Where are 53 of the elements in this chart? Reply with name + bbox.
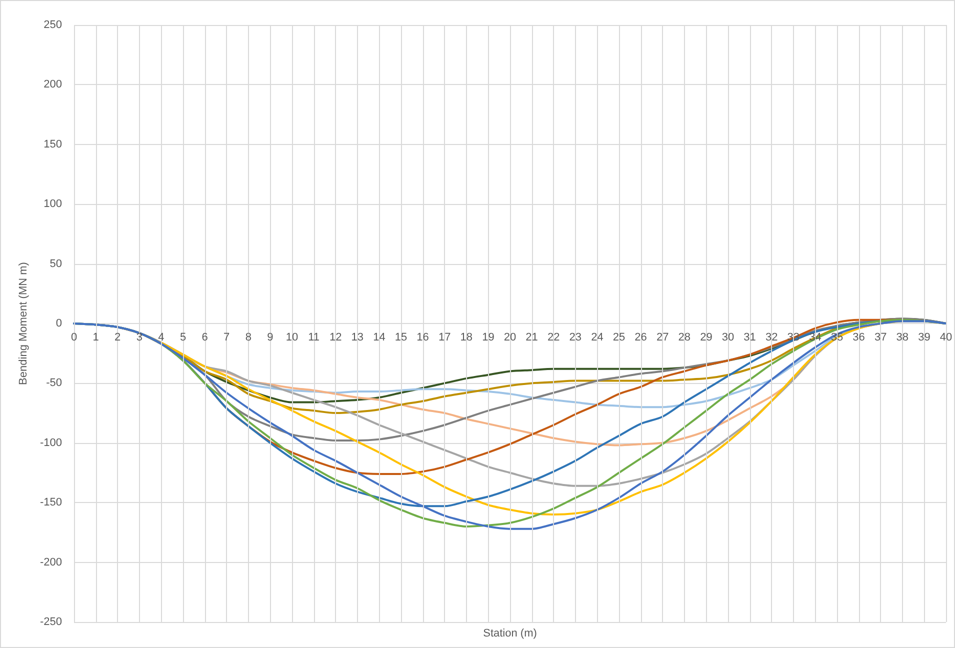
x-tick-label: 32 — [765, 332, 778, 344]
x-tick-label: 24 — [591, 332, 604, 344]
y-tick-label: 150 — [44, 138, 62, 150]
y-tick-label: 0 — [56, 318, 62, 330]
y-tick-label: 50 — [50, 258, 62, 270]
x-tick-label: 31 — [744, 332, 756, 344]
x-axis-title: Station (m) — [483, 627, 537, 640]
x-tick-label: 21 — [526, 332, 538, 344]
y-tick-label: 250 — [44, 19, 62, 31]
x-tick-label: 37 — [874, 332, 887, 344]
y-tick-label: -50 — [46, 377, 62, 390]
x-tick-label: 7 — [224, 332, 230, 344]
y-tick-label: -250 — [40, 616, 62, 628]
x-tick-label: 5 — [180, 332, 186, 344]
y-tick-label: 100 — [44, 198, 62, 210]
x-tick-label: 25 — [612, 332, 626, 344]
x-tick-label: 4 — [158, 332, 164, 344]
x-tick-label: 10 — [286, 332, 298, 344]
x-tick-label: 20 — [504, 332, 516, 344]
y-tick-label: 200 — [44, 78, 62, 91]
x-tick-label: 9 — [267, 332, 274, 344]
x-tick-label: 17 — [438, 332, 451, 344]
x-tick-label: 18 — [460, 332, 473, 344]
x-tick-label: 11 — [308, 332, 320, 344]
x-tick-label: 26 — [634, 332, 647, 344]
x-tick-label: 2 — [114, 332, 121, 344]
x-tick-label: 8 — [245, 332, 252, 344]
x-tick-label: 19 — [482, 332, 494, 344]
x-tick-label: 3 — [136, 332, 142, 344]
x-tick-label: 12 — [329, 332, 342, 344]
x-tick-label: 39 — [918, 332, 930, 344]
y-axis-title: Bending Moment (MN m) — [18, 262, 30, 385]
y-tick-label: -150 — [40, 496, 62, 509]
x-tick-label: 30 — [722, 332, 734, 344]
x-tick-label: 28 — [678, 332, 691, 344]
x-tick-label: 15 — [394, 332, 408, 344]
x-tick-label: 40 — [940, 332, 952, 344]
x-tick-label: 14 — [373, 332, 386, 344]
x-tick-label: 1 — [92, 332, 99, 344]
x-tick-label: 38 — [896, 332, 909, 344]
y-tick-label: -200 — [40, 556, 62, 568]
x-tick-label: 29 — [700, 332, 712, 344]
x-tick-label: 35 — [830, 332, 844, 344]
x-tick-label: 16 — [416, 332, 429, 344]
x-tick-label: 6 — [202, 332, 208, 344]
x-tick-label: 36 — [852, 332, 865, 344]
x-tick-label: 27 — [656, 332, 669, 344]
x-tick-label: 33 — [787, 332, 800, 344]
x-tick-label: 13 — [351, 332, 364, 344]
y-tick-label: -100 — [40, 436, 62, 449]
x-tick-label: 0 — [70, 332, 78, 344]
x-tick-label: 23 — [569, 332, 582, 344]
x-tick-label: 22 — [547, 332, 560, 344]
